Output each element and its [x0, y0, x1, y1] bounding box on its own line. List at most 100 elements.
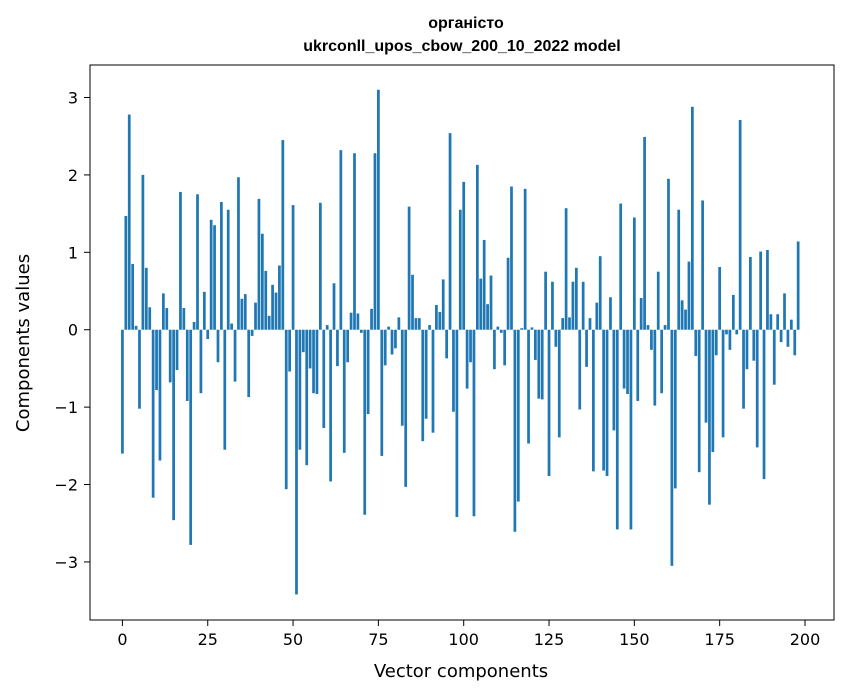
bar-7 — [144, 267, 148, 330]
bar-90 — [428, 325, 431, 330]
bar-84 — [407, 206, 411, 330]
bar-154 — [646, 325, 650, 330]
bar-132 — [571, 281, 575, 330]
chart-title: органiсто — [428, 15, 504, 32]
bar-86 — [414, 318, 418, 330]
bar-105 — [479, 278, 483, 330]
bar-189 — [766, 250, 769, 330]
bar-10 — [155, 329, 158, 391]
bar-111 — [499, 329, 503, 333]
x-tick-label: 200 — [790, 630, 821, 649]
bar-131 — [568, 317, 571, 330]
bar-79 — [390, 329, 394, 355]
bar-107 — [486, 304, 489, 330]
bar-71 — [363, 329, 367, 515]
bar-185 — [752, 329, 756, 361]
bar-11 — [158, 329, 162, 461]
bar-26 — [209, 219, 213, 330]
y-axis-ticks: −3 −2 −1 0 1 2 3 — [54, 89, 90, 572]
plot-frame — [89, 64, 835, 621]
bar-95 — [445, 329, 449, 359]
bar-175 — [718, 267, 722, 330]
x-tick-label: 100 — [448, 630, 479, 649]
bar-53 — [301, 329, 305, 353]
bar-46 — [278, 265, 281, 330]
bar-145 — [615, 329, 619, 530]
bar-142 — [605, 329, 609, 477]
bar-139 — [595, 302, 599, 330]
bar-104 — [475, 164, 479, 330]
bar-81 — [397, 317, 401, 330]
bar-80 — [394, 329, 397, 349]
bar-18 — [182, 308, 186, 330]
bar-198 — [796, 241, 800, 330]
bar-124 — [544, 271, 547, 330]
bar-24 — [202, 291, 206, 330]
bar-184 — [749, 256, 752, 330]
bar-100 — [462, 181, 466, 330]
bar-134 — [578, 329, 582, 410]
bar-19 — [185, 329, 189, 401]
bar-65 — [342, 329, 346, 453]
bar-43 — [267, 315, 271, 330]
bar-174 — [714, 329, 718, 356]
bar-143 — [609, 297, 612, 330]
bar-115 — [513, 329, 517, 532]
bar-94 — [441, 279, 445, 330]
bar-125 — [547, 329, 551, 477]
bar-117 — [520, 328, 524, 330]
bar-4 — [134, 325, 138, 330]
bar-57 — [315, 329, 319, 394]
bar-91 — [431, 329, 435, 433]
bar-74 — [373, 153, 377, 330]
bar-32 — [230, 323, 233, 330]
bar-161 — [670, 329, 674, 566]
y-tick-label: −3 — [54, 553, 78, 572]
bar-155 — [650, 329, 653, 350]
bar-168 — [694, 329, 698, 357]
bar-89 — [424, 329, 428, 419]
bar-93 — [438, 311, 442, 330]
bar-33 — [233, 329, 237, 382]
bar-41 — [260, 233, 264, 330]
bar-181 — [738, 119, 742, 330]
bar-17 — [179, 191, 182, 330]
bar-14 — [168, 329, 172, 383]
bar-122 — [537, 329, 541, 399]
bar-20 — [189, 329, 193, 545]
bar-194 — [783, 293, 786, 330]
bar-29 — [220, 202, 223, 330]
bar-163 — [677, 209, 681, 330]
bar-36 — [243, 294, 247, 330]
bar-82 — [400, 329, 404, 426]
bar-54 — [305, 329, 309, 466]
bar-49 — [288, 329, 292, 372]
bar-58 — [319, 202, 322, 330]
bar-42 — [264, 270, 268, 330]
bar-62 — [332, 283, 336, 330]
bar-157 — [656, 271, 660, 330]
y-tick-label: 3 — [68, 89, 78, 108]
bar-180 — [735, 329, 739, 335]
bar-158 — [660, 329, 664, 394]
bar-172 — [708, 329, 711, 505]
bar-159 — [663, 325, 667, 330]
bar-1 — [124, 215, 128, 330]
bar-15 — [172, 329, 175, 521]
bar-2 — [127, 114, 131, 330]
y-tick-label: 0 — [68, 321, 78, 340]
bar-83 — [404, 329, 408, 487]
bar-126 — [551, 281, 554, 330]
bar-56 — [312, 329, 315, 394]
bar-50 — [291, 205, 295, 330]
bar-48 — [284, 329, 288, 490]
bar-166 — [687, 261, 691, 330]
bar-140 — [598, 256, 602, 330]
bar-67 — [349, 312, 353, 330]
bar-128 — [557, 329, 561, 438]
bar-102 — [469, 329, 472, 363]
bar-119 — [527, 329, 530, 444]
bar-109 — [493, 329, 496, 370]
chart-subtitle: ukrconll_upos_cbow_200_10_2022 model — [303, 38, 620, 55]
